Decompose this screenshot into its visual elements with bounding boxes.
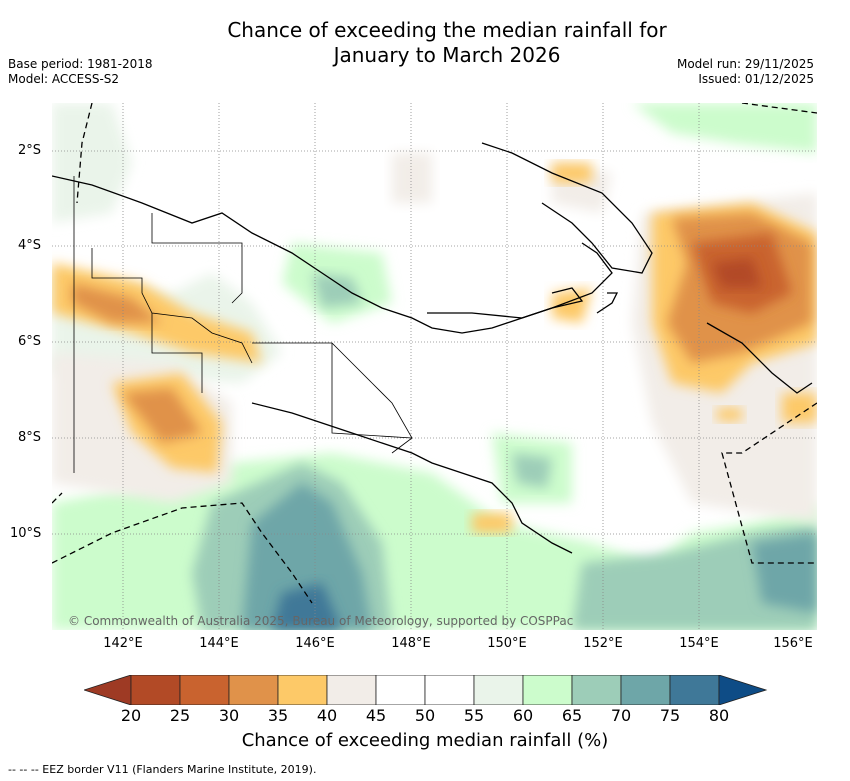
lon-label: 148°E (391, 636, 431, 651)
coastlines (52, 142, 813, 554)
colorbar-tick: 75 (659, 706, 681, 725)
colorbar-segment (522, 675, 573, 705)
colorbar-tick: 65 (561, 706, 583, 725)
colorbar-tick: 45 (365, 706, 387, 725)
colorbar-segment (277, 675, 328, 705)
colorbar-tick: 30 (218, 706, 240, 725)
colorbar (84, 675, 768, 705)
lat-label: 6°S (18, 334, 42, 349)
colorbar-tick: 35 (267, 706, 289, 725)
model-run: Model run: 29/11/2025 (676, 57, 814, 71)
colorbar-tick: 80 (708, 706, 730, 725)
lon-label: 150°E (487, 636, 527, 651)
colorbar-segment (473, 675, 524, 705)
colorbar-segment (424, 675, 475, 705)
run-info: Model run: 29/11/2025 Issued: 01/12/2025 (677, 57, 814, 87)
colorbar-max-arrow (718, 675, 768, 705)
eez-legend-note: -- -- -- EEZ border V11 (Flanders Marine… (8, 763, 317, 776)
rainfall-map (52, 103, 817, 630)
colorbar-title: Chance of exceeding median rainfall (%) (241, 730, 609, 751)
colorbar-tick: 20 (120, 706, 142, 725)
colorbar-segment (130, 675, 181, 705)
eez-border (52, 103, 817, 604)
colorbar-segment (375, 675, 426, 705)
province-borders (73, 176, 413, 473)
colorbar-tick: 55 (463, 706, 485, 725)
colorbar-tick: 70 (610, 706, 632, 725)
colorbar-tick: 25 (169, 706, 191, 725)
colorbar-tick: 50 (414, 706, 436, 725)
lon-label: 146°E (295, 636, 335, 651)
colorbar-segment (179, 675, 230, 705)
graticule (52, 103, 817, 630)
colorbar-segment (620, 675, 671, 705)
issued-date: Issued: 01/12/2025 (698, 72, 814, 86)
model-name: Model: ACCESS-S2 (8, 72, 120, 86)
colorbar-segment (669, 675, 720, 705)
lat-label: 2°S (18, 143, 42, 158)
lon-label: 154°E (679, 636, 719, 651)
title-line-1: Chance of exceeding the median rainfall … (227, 18, 667, 42)
lon-label: 156°E (773, 636, 813, 651)
colorbar-min-arrow (84, 675, 132, 705)
colorbar-tick: 40 (316, 706, 338, 725)
colorbar-segment (571, 675, 622, 705)
lat-label: 8°S (18, 430, 42, 445)
colorbar-segment (326, 675, 377, 705)
lon-label: 142°E (103, 636, 143, 651)
lat-label: 4°S (18, 238, 42, 253)
title-line-2: January to March 2026 (333, 43, 561, 67)
lon-label: 152°E (583, 636, 623, 651)
probability-contours (52, 103, 817, 630)
map-title: Chance of exceeding the median rainfall … (150, 18, 744, 68)
copyright-notice: © Commonwealth of Australia 2025, Bureau… (68, 614, 574, 628)
colorbar-tick: 60 (512, 706, 534, 725)
colorbar-segments (84, 675, 768, 705)
lat-label: 10°S (10, 526, 42, 541)
lon-label: 144°E (199, 636, 239, 651)
base-period: Base period: 1981-2018 (8, 57, 153, 71)
colorbar-segment (228, 675, 279, 705)
model-info: Base period: 1981-2018 Model: ACCESS-S2 (8, 57, 153, 87)
